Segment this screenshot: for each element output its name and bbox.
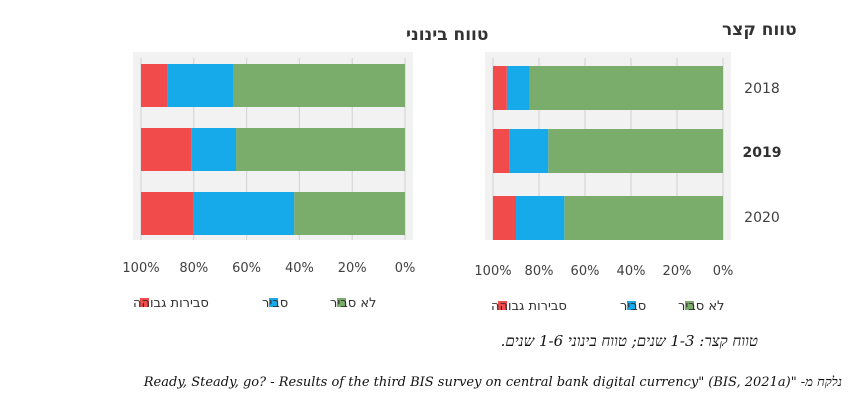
- tick-label: 20%: [338, 261, 367, 276]
- bar-segment: [167, 64, 234, 107]
- tick-label: 60%: [232, 261, 261, 276]
- bar-segment: [191, 128, 237, 171]
- legend-swatch: [498, 301, 507, 310]
- bar-segment: [141, 64, 168, 107]
- tick-label: 0%: [713, 264, 734, 279]
- bar-segment: [493, 66, 507, 110]
- tick-label: 100%: [122, 261, 159, 276]
- bar-segment: [493, 129, 510, 173]
- legend-swatch: [685, 301, 694, 310]
- tick-label: 40%: [617, 264, 646, 279]
- bar-segment: [548, 129, 723, 173]
- bar-segment: [516, 196, 565, 240]
- legend-swatch: [627, 301, 636, 310]
- chart-title: טווח בינוני: [406, 25, 488, 45]
- bar-segment: [529, 66, 723, 110]
- bar-segment: [564, 196, 723, 240]
- tick-label: 80%: [525, 264, 554, 279]
- chart-medium-term: 100% 80% 60% 40% 20% 0% טווח בינוני לא סביר סביר…: [122, 25, 488, 311]
- figure-caption: טווח קצר: 1-3 שנים; טווח בינוני 1-6 שנים…: [500, 332, 758, 350]
- tick-label: 40%: [285, 261, 314, 276]
- legend-label: סביר: [620, 299, 646, 314]
- category-label: 2020: [744, 210, 780, 226]
- legend-label: סבירות גבוהה: [491, 299, 567, 314]
- tick-label: 60%: [571, 264, 600, 279]
- bar-segment: [141, 192, 194, 235]
- bar-segment: [141, 128, 192, 171]
- bar-segment: [294, 192, 405, 235]
- tick-label: 100%: [474, 264, 511, 279]
- legend-label: לא סביר: [678, 299, 724, 314]
- legend-label: לא סביר: [330, 296, 376, 311]
- bar-segment: [236, 128, 405, 171]
- legend-swatch: [140, 298, 149, 307]
- legend-label: סביר: [262, 296, 288, 311]
- bar-segment: [509, 129, 549, 173]
- bar-segment: [193, 192, 295, 235]
- tick-label: 0%: [395, 261, 416, 276]
- bar-segment: [506, 66, 530, 110]
- figure-source: נלקח מ- "Ready, Steady, go? - Results of…: [18, 374, 842, 390]
- source-prefix: נלקח מ- ": [790, 375, 842, 390]
- tick-label: 20%: [663, 264, 692, 279]
- legend-label: סבירות גבוהה: [133, 296, 209, 311]
- category-label: 2018: [744, 81, 780, 97]
- chart-short-term: 2018 2019 2020 100% 80% 60% 40% 20% 0% טווח קצר לא…: [474, 20, 796, 314]
- source-text: Ready, Steady, go? - Results of the thir…: [143, 375, 791, 390]
- category-label: 2019: [743, 145, 782, 161]
- bar-segment: [493, 196, 516, 240]
- chart-title: טווח קצר: [722, 20, 797, 40]
- bar-segment: [233, 64, 405, 107]
- tick-label: 80%: [179, 261, 208, 276]
- legend-swatch: [337, 298, 346, 307]
- legend-swatch: [269, 298, 278, 307]
